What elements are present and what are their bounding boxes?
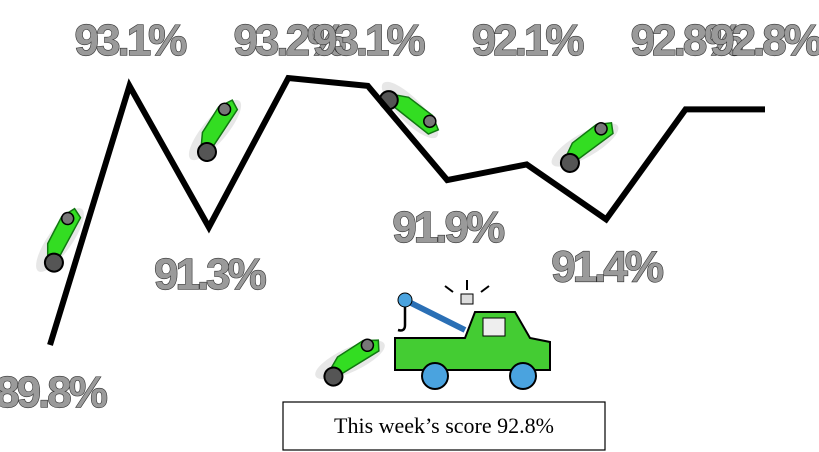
- value-label: 93.1%: [75, 16, 187, 65]
- value-label: 89.8%: [0, 368, 107, 417]
- value-label: 92.1%: [472, 16, 584, 65]
- value-label: 91.9%: [392, 203, 504, 252]
- caption: This week’s score 92.8%: [334, 413, 554, 438]
- value-label: 93.1%: [313, 16, 425, 65]
- value-label: 91.3%: [154, 250, 266, 299]
- chart: This week’s score 92.8% 89.8% 93.1% 91.3% 9…: [0, 0, 819, 452]
- value-label: 91.4%: [551, 242, 663, 291]
- value-label: 92.8%: [710, 16, 819, 65]
